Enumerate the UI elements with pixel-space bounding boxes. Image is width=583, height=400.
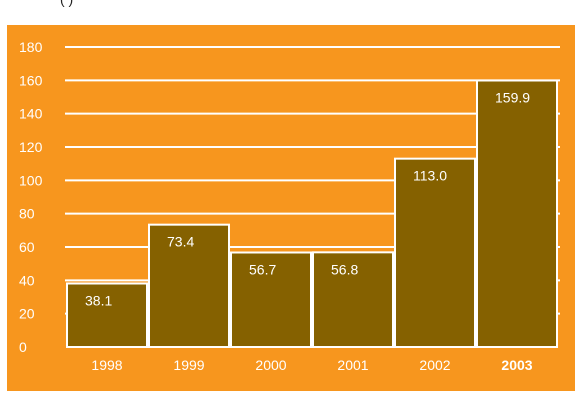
bar-value-label: 56.8 bbox=[331, 261, 358, 277]
y-tick-label: 60 bbox=[19, 239, 35, 255]
bar bbox=[66, 282, 148, 348]
bar-value-label: 73.4 bbox=[167, 234, 194, 250]
y-tick-label: 100 bbox=[19, 172, 43, 188]
y-tick-label: 160 bbox=[19, 72, 43, 88]
y-tick-label: 120 bbox=[19, 139, 43, 155]
bar-value-label: 38.1 bbox=[85, 293, 112, 309]
bar-value-label: 159.9 bbox=[495, 90, 530, 106]
bar bbox=[230, 251, 312, 348]
y-tick-label: 140 bbox=[19, 106, 43, 122]
x-tick-label: 1998 bbox=[91, 357, 122, 373]
bar-value-label: 56.7 bbox=[249, 262, 276, 278]
x-axis-ticks: 1998 1999 2000 2001 2002 2003 bbox=[91, 357, 532, 373]
bar bbox=[394, 157, 476, 348]
bar-value-label: 113.0 bbox=[413, 168, 447, 184]
top-caption: ( ) bbox=[60, 0, 73, 7]
y-tick-label: 0 bbox=[19, 339, 27, 355]
x-tick-label: 2002 bbox=[419, 357, 450, 373]
y-tick-label: 20 bbox=[19, 306, 35, 322]
bar bbox=[476, 79, 558, 348]
bar-chart: 0 20 40 60 80 100 120 140 160 180 38.1 73.4 56.7 56.… bbox=[7, 25, 575, 391]
x-tick-label: 2001 bbox=[337, 357, 368, 373]
y-tick-label: 40 bbox=[19, 272, 35, 288]
y-tick-label: 180 bbox=[19, 39, 43, 55]
y-axis-ticks: 0 20 40 60 80 100 120 140 160 180 bbox=[19, 39, 43, 355]
x-tick-label: 2003 bbox=[501, 357, 532, 373]
chart-panel: 0 20 40 60 80 100 120 140 160 180 38.1 73.4 56.7 56.… bbox=[7, 25, 575, 391]
x-tick-label: 1999 bbox=[173, 357, 204, 373]
bar bbox=[148, 223, 230, 349]
x-tick-label: 2000 bbox=[255, 357, 286, 373]
bar bbox=[312, 251, 394, 348]
y-tick-label: 80 bbox=[19, 206, 35, 222]
bars: 38.1 73.4 56.7 56.8 113.0 159.9 bbox=[66, 79, 558, 349]
